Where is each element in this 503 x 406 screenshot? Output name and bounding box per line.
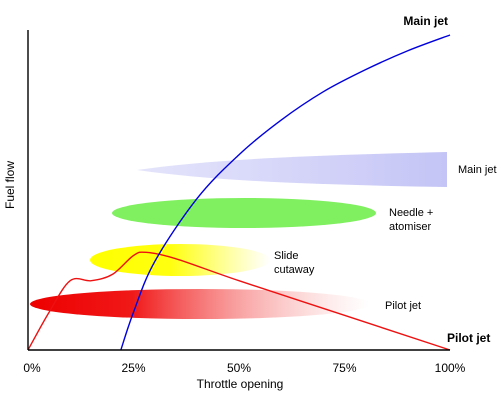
slide-cutaway-label-line2: cutaway [274,264,315,276]
main-jet-curve [120,34,451,351]
pilot-jet-band-label: Pilot jet [385,300,421,312]
pilot-jet-band [30,289,370,319]
slide-cutaway-label-line1: Slide [274,250,298,262]
main-jet-band-label: Main jet [458,164,497,176]
x-tick-label: 75% [332,361,356,375]
x-tick-label: 100% [435,361,466,375]
needle-atomiser-label-line1: Needle + [389,207,433,219]
x-tick-label: 50% [227,361,251,375]
needle-atomiser-label-line2: atomiser [389,221,432,233]
main-jet-band [137,152,447,187]
pilot-jet-curve-label: Pilot jet [447,331,490,345]
x-tick-label: 25% [121,361,145,375]
x-axis-label: Throttle opening [197,377,284,391]
pilot-jet-curve [27,251,451,351]
x-axis-ticks: 0% 25% 50% 75% 100% [23,361,465,375]
x-tick-label: 0% [23,361,41,375]
main-jet-curve-label: Main jet [403,14,448,28]
needle-atomiser-band [112,198,376,228]
y-axis-label: Fuel flow [3,161,17,209]
